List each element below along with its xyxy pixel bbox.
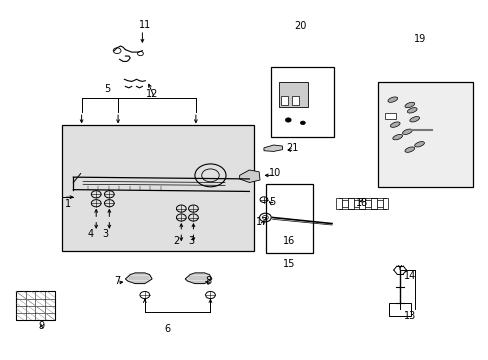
Bar [336, 198, 342, 208]
Text: 15: 15 [283, 259, 295, 269]
Text: 3: 3 [187, 236, 194, 246]
Text: 16: 16 [283, 237, 295, 247]
Text: 11: 11 [139, 19, 151, 30]
Bar [384, 113, 395, 118]
Ellipse shape [402, 129, 411, 135]
Ellipse shape [414, 141, 424, 147]
Polygon shape [185, 273, 211, 284]
Bar [347, 198, 353, 208]
Bar [281, 96, 287, 105]
Text: 1: 1 [65, 199, 71, 209]
Bar [278, 82, 307, 107]
Text: 5: 5 [104, 84, 110, 94]
Text: 19: 19 [413, 34, 426, 44]
Ellipse shape [387, 97, 397, 102]
Text: 12: 12 [145, 89, 158, 99]
Bar [382, 198, 387, 208]
Ellipse shape [404, 147, 414, 152]
Text: 14: 14 [403, 271, 415, 282]
Bar [359, 198, 365, 208]
Text: 17: 17 [255, 217, 267, 227]
Text: 5: 5 [269, 197, 275, 207]
Bar [376, 200, 382, 207]
Text: 3: 3 [102, 229, 108, 239]
Ellipse shape [407, 108, 416, 113]
Bar [271, 67, 334, 137]
Text: 2: 2 [173, 236, 179, 246]
Ellipse shape [389, 122, 399, 127]
Text: 8: 8 [204, 276, 211, 286]
Ellipse shape [392, 134, 402, 140]
Text: 18: 18 [355, 198, 367, 208]
Circle shape [300, 121, 305, 125]
Polygon shape [239, 170, 260, 183]
Text: 20: 20 [294, 21, 306, 31]
Bar [377, 82, 472, 187]
Text: 4: 4 [87, 229, 93, 239]
Bar [365, 200, 370, 207]
Text: 13: 13 [403, 311, 415, 321]
Bar [342, 200, 347, 207]
Bar [266, 184, 312, 253]
Ellipse shape [404, 102, 414, 108]
Text: 9: 9 [38, 321, 44, 332]
Text: 7: 7 [114, 276, 120, 286]
Bar [388, 303, 410, 316]
Text: 10: 10 [268, 168, 280, 178]
Text: 21: 21 [285, 143, 298, 153]
Polygon shape [264, 145, 282, 152]
Text: 6: 6 [164, 324, 170, 334]
Bar [16, 292, 55, 320]
Ellipse shape [409, 117, 419, 122]
Bar [370, 198, 376, 208]
Bar [291, 96, 298, 105]
Circle shape [285, 118, 290, 122]
Polygon shape [125, 273, 152, 284]
Bar [62, 125, 254, 251]
Bar [353, 200, 359, 207]
